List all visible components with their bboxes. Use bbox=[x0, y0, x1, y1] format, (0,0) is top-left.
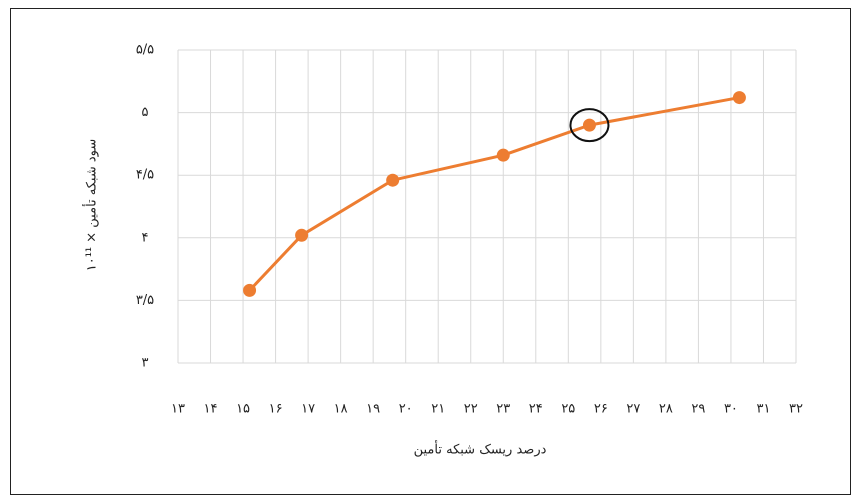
x-tick-label: ۲۹ bbox=[691, 402, 705, 417]
x-tick-label: ۲۰ bbox=[399, 402, 413, 417]
data-point bbox=[295, 228, 309, 242]
x-tick-label: ۳۱ bbox=[756, 402, 770, 417]
y-tick-label: ۵/۵ bbox=[136, 43, 154, 58]
y-tick-label: ۴/۵ bbox=[136, 168, 154, 183]
x-tick-label: ۱۷ bbox=[301, 402, 315, 417]
data-point bbox=[243, 283, 257, 297]
data-point bbox=[582, 118, 596, 132]
x-tick-label: ۲۸ bbox=[659, 402, 673, 417]
x-tick-label: ۲۴ bbox=[529, 402, 543, 417]
series-line bbox=[248, 96, 740, 292]
data-point bbox=[496, 148, 510, 162]
x-tick-label: ۲۷ bbox=[626, 402, 640, 417]
x-tick-label: ۱۸ bbox=[334, 402, 348, 417]
x-tick-label: ۲۲ bbox=[464, 402, 478, 417]
y-tick-label: ۳ bbox=[142, 356, 149, 371]
y-axis-title: سود شبکه تأمین × ۱۰¹¹ bbox=[82, 139, 100, 272]
x-tick-label: ۱۶ bbox=[269, 402, 283, 417]
y-tick-label: ۵ bbox=[142, 105, 149, 120]
x-tick-label: ۳۲ bbox=[789, 402, 803, 417]
x-tick-label: ۱۴ bbox=[204, 402, 218, 417]
x-tick-label: ۱۵ bbox=[236, 402, 250, 417]
x-tick-label: ۱۳ bbox=[171, 402, 185, 417]
x-tick-label: ۱۹ bbox=[366, 402, 380, 417]
x-tick-label: ۲۵ bbox=[561, 402, 575, 417]
data-point bbox=[386, 173, 400, 187]
data-point bbox=[732, 91, 746, 105]
y-tick-label: ۳/۵ bbox=[136, 293, 154, 308]
x-tick-label: ۲۶ bbox=[594, 402, 608, 417]
x-tick-label: ۲۱ bbox=[431, 402, 445, 417]
chart-frame bbox=[10, 8, 851, 495]
y-tick-label: ۴ bbox=[142, 230, 149, 245]
x-tick-label: ۲۳ bbox=[496, 402, 510, 417]
highlight-circle bbox=[569, 108, 610, 143]
x-tick-label: ۳۰ bbox=[724, 402, 738, 417]
x-axis-title: درصد ریسک شبکه تأمین bbox=[414, 440, 547, 458]
